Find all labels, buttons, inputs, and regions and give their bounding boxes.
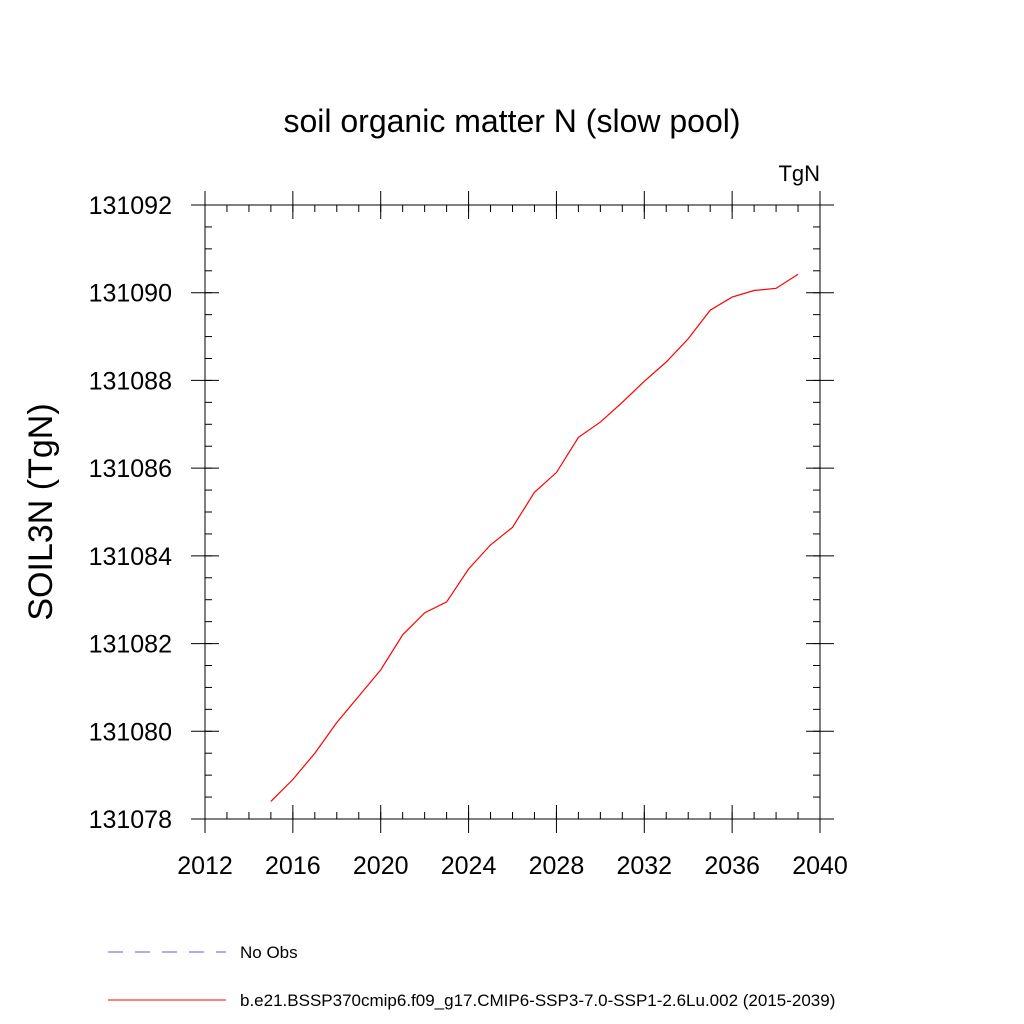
x-tick-label: 2016: [265, 852, 321, 880]
plot-border: [204, 204, 821, 820]
series-line: [270, 273, 799, 802]
legend: No Obs b.e21.BSSP370cmip6.f09_g17.CMIP6-S…: [108, 943, 835, 1010]
major-ticks: [191, 191, 834, 833]
minor-ticks: [204, 204, 821, 820]
x-tick-label: 2040: [792, 852, 848, 880]
y-tick-label: 131082: [89, 631, 172, 659]
legend-label: b.e21.BSSP370cmip6.f09_g17.CMIP6-SSP3-7.…: [240, 991, 835, 1010]
y-tick-label: 131092: [89, 192, 172, 220]
units-label: TgN: [778, 161, 820, 186]
x-tick-label: 2012: [177, 852, 233, 880]
x-tick-label: 2028: [529, 852, 585, 880]
y-tick-label: 131078: [89, 806, 172, 834]
y-tick-label: 131080: [89, 718, 172, 746]
legend-label: No Obs: [240, 943, 298, 962]
x-tick-label: 2036: [704, 852, 760, 880]
y-tick-label: 131088: [89, 367, 172, 395]
x-tick-label: 2024: [441, 852, 497, 880]
x-tick-label: 2032: [616, 852, 672, 880]
plot-frame: [204, 204, 821, 820]
x-tick-label: 2020: [353, 852, 409, 880]
chart-title: soil organic matter N (slow pool): [283, 103, 740, 139]
series-layer: [270, 273, 799, 802]
y-tick-label: 131086: [89, 455, 172, 483]
y-tick-label: 131084: [89, 543, 173, 571]
y-tick-label: 131090: [89, 280, 172, 308]
y-axis-label: SOIL3N (TgN): [22, 403, 60, 620]
y-tick-labels: 131078 131080 131082 131084 131086 131088 1310…: [89, 192, 173, 834]
x-tick-labels: 2012 2016 2020 2024 2028 2032 2036 2040: [177, 852, 848, 880]
